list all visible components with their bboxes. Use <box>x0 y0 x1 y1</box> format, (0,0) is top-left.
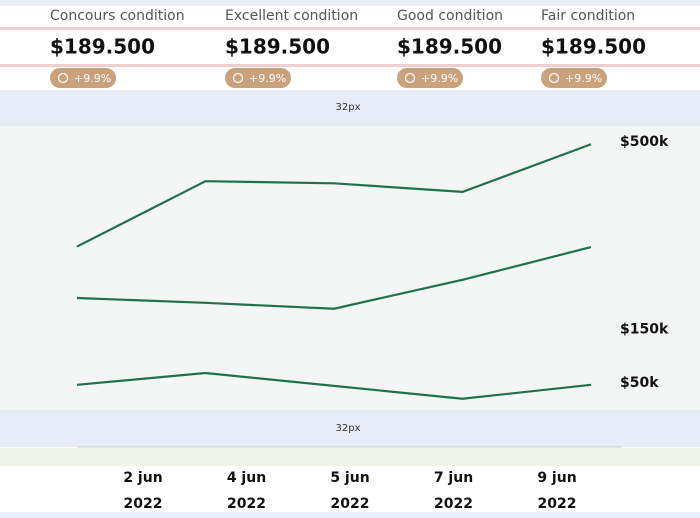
badge-icon <box>57 72 69 84</box>
spacing-band <box>0 448 700 466</box>
guide-line <box>0 64 700 67</box>
card-label: Excellent condition <box>225 8 358 24</box>
x-tick-label: 7 jun <box>434 470 473 486</box>
x-tick-year: 2022 <box>434 496 473 512</box>
y-tick-label: $50k <box>620 375 659 391</box>
card-price: $189.500 <box>397 35 502 59</box>
badge-icon <box>548 72 560 84</box>
x-tick-label: 2 jun <box>123 470 162 486</box>
card-price: $189.500 <box>541 35 646 59</box>
spacing-label: 32px <box>336 423 361 434</box>
x-tick-year: 2022 <box>124 496 163 512</box>
badge-text: +9.9% <box>565 72 602 85</box>
change-badge <box>225 68 291 88</box>
change-badge <box>50 68 116 88</box>
x-tick-label: 9 jun <box>537 470 576 486</box>
card-label: Concours condition <box>50 8 185 24</box>
y-tick-label: $150k <box>620 322 669 338</box>
bottom-strip <box>0 512 700 518</box>
y-tick-label: $500k <box>620 134 669 150</box>
line <box>76 246 592 310</box>
x-tick-label: 5 jun <box>330 470 369 486</box>
card-label: Fair condition <box>541 8 635 24</box>
x-tick-label: 4 jun <box>227 470 266 486</box>
card-label: Good condition <box>397 8 503 24</box>
line <box>76 143 592 248</box>
badge-text: +9.9% <box>249 72 286 85</box>
badge-icon <box>404 72 416 84</box>
spacing-band <box>0 90 700 126</box>
change-badge <box>541 68 607 88</box>
badge-text: +9.9% <box>74 72 111 85</box>
chart-area <box>0 126 700 410</box>
badge-icon <box>232 72 244 84</box>
card-price: $189.500 <box>50 35 155 59</box>
top-strip <box>0 0 700 6</box>
spacing-band <box>0 410 700 447</box>
x-tick-year: 2022 <box>538 496 577 512</box>
guide-line <box>0 27 700 30</box>
x-tick-year: 2022 <box>227 496 266 512</box>
line <box>76 371 592 400</box>
x-tick-year: 2022 <box>331 496 370 512</box>
spacing-label: 32px <box>336 102 361 113</box>
badge-text: +9.9% <box>421 72 458 85</box>
card-price: $189.500 <box>225 35 330 59</box>
change-badge <box>397 68 463 88</box>
